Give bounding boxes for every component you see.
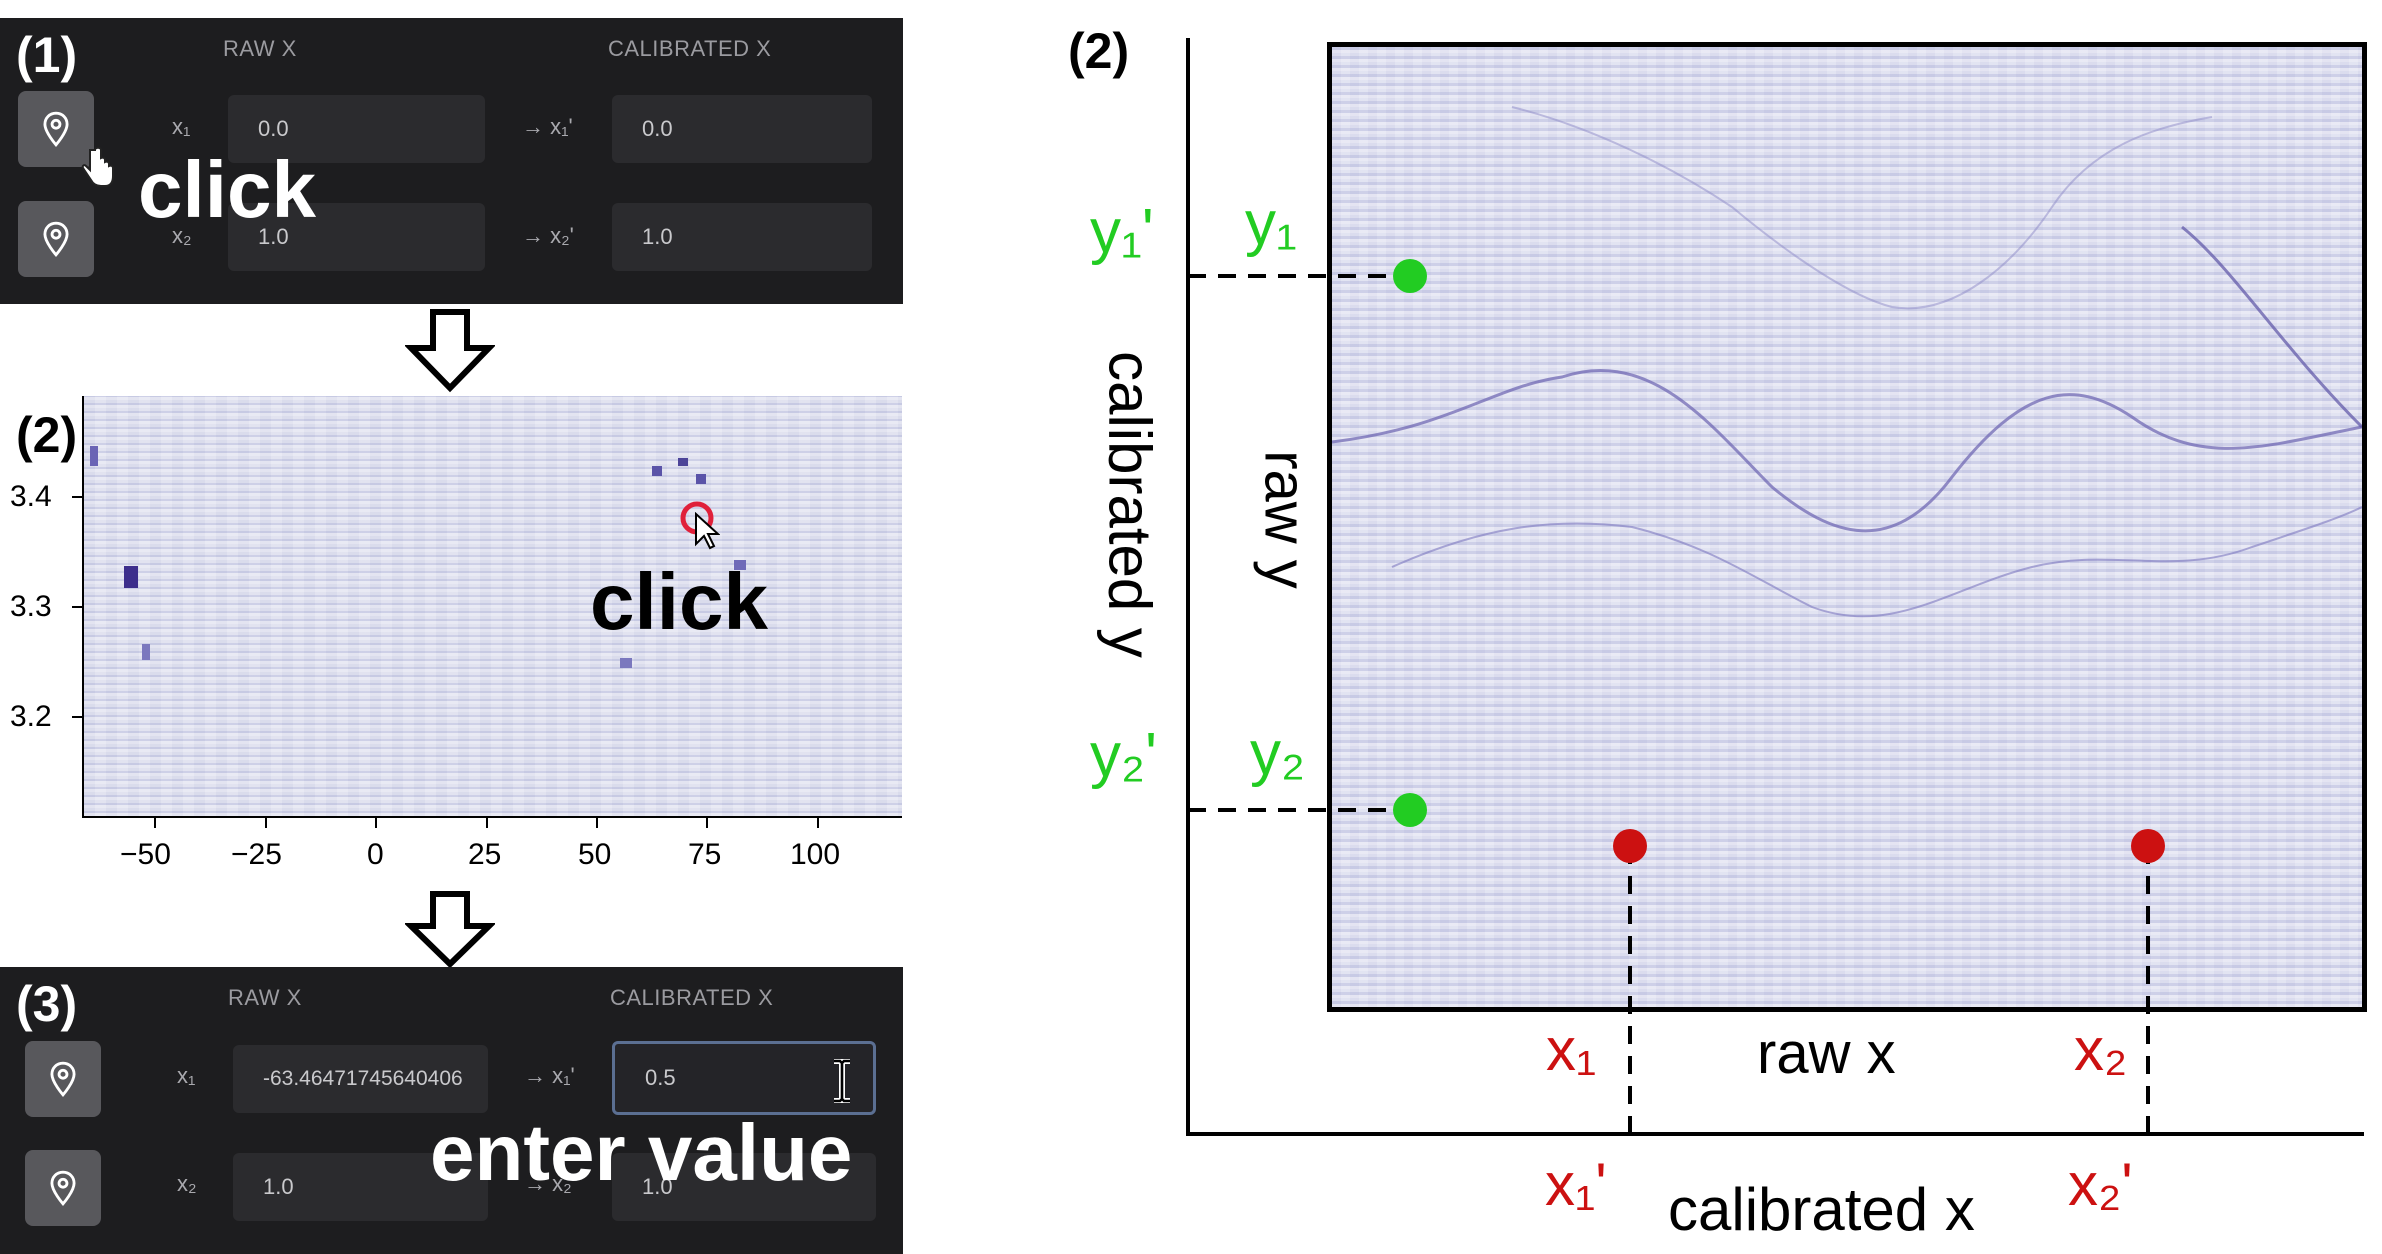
x1-arrow-label: → x₁' bbox=[522, 114, 573, 139]
step-label: (2) bbox=[16, 407, 78, 463]
x-tick-mark bbox=[154, 818, 156, 828]
x-tick-label: 25 bbox=[468, 838, 502, 871]
x-tick-label: 50 bbox=[578, 838, 612, 871]
x2-point bbox=[2131, 829, 2165, 863]
map-pin-icon bbox=[43, 111, 69, 147]
x2-raw-input[interactable]: 1.0 bbox=[233, 1153, 488, 1221]
step-label: (3) bbox=[16, 976, 78, 1032]
x1-label: x₁ bbox=[1546, 1016, 1597, 1083]
x1-calibrated-input[interactable]: 0.0 bbox=[612, 95, 872, 163]
x1-label: x₁ bbox=[177, 1063, 196, 1088]
pick-x2-button[interactable] bbox=[18, 201, 94, 277]
x2-raw-input[interactable]: 1.0 bbox=[228, 203, 485, 271]
x1-point bbox=[1613, 829, 1647, 863]
x-tick-label: 0 bbox=[367, 838, 384, 871]
calibrated-y-label: calibrated y bbox=[1096, 351, 1164, 658]
x1-raw-input[interactable]: 0.0 bbox=[228, 95, 485, 163]
x1-arrow-label: → x₁' bbox=[524, 1063, 575, 1088]
x-tick-mark bbox=[817, 818, 819, 828]
step-label: (2) bbox=[1068, 23, 1130, 79]
heat-mark bbox=[620, 658, 632, 668]
x2-prime-label: x₂' bbox=[2068, 1151, 2133, 1218]
calibrated-y-axis bbox=[1186, 38, 1190, 1136]
x-tick-mark bbox=[486, 818, 488, 828]
heatmap-image bbox=[1327, 42, 2367, 1012]
x2-label: x₂ bbox=[177, 1171, 197, 1196]
heat-mark bbox=[678, 458, 688, 466]
y1-label: y₁ bbox=[1245, 189, 1297, 258]
x1-raw-input[interactable]: -63.46471745640406 bbox=[233, 1045, 488, 1113]
calibration-panel-step1: (1) RAW X CALIBRATED X x₁ 0.0 → x₁' 0.0 … bbox=[0, 18, 903, 304]
heatmap-plot[interactable] bbox=[82, 396, 902, 818]
x1-calibrated-input[interactable]: 0.5 bbox=[612, 1041, 876, 1115]
y-tick-mark bbox=[72, 716, 82, 718]
raw-x-label: raw x bbox=[1757, 1021, 1896, 1086]
y2-label: y₂ bbox=[1250, 719, 1306, 788]
heat-mark bbox=[90, 446, 98, 466]
heatmap-curves bbox=[1332, 106, 2362, 618]
y2-prime-label: y₂' bbox=[1090, 721, 1157, 790]
map-pin-icon bbox=[43, 221, 69, 257]
x-tick-label: −50 bbox=[120, 838, 171, 871]
map-pin-icon bbox=[50, 1170, 76, 1206]
calibrated-x-label: calibrated x bbox=[1668, 1176, 1975, 1243]
hand-cursor-icon bbox=[81, 146, 114, 187]
heat-mark bbox=[142, 644, 150, 660]
x-tick-mark bbox=[265, 818, 267, 828]
x2-calibrated-input[interactable]: 1.0 bbox=[612, 203, 872, 271]
heat-mark bbox=[734, 560, 746, 570]
step-label: (1) bbox=[16, 27, 78, 83]
calibrated-x-axis bbox=[1186, 1132, 2364, 1136]
y2-point bbox=[1393, 793, 1427, 827]
map-pin-icon bbox=[50, 1061, 76, 1097]
x-tick-label: −25 bbox=[231, 838, 282, 871]
x2-arrow-label: → x₂' bbox=[524, 1171, 576, 1196]
pick-x1-button[interactable] bbox=[18, 91, 94, 167]
raw-x-header: RAW X bbox=[228, 985, 302, 1010]
pick-x1-button[interactable] bbox=[25, 1041, 101, 1117]
y-tick-label: 3.3 bbox=[10, 590, 52, 623]
calibration-panel-step3: (3) RAW X CALIBRATED X x₁ -63.4647174564… bbox=[0, 967, 903, 1254]
x-tick-mark bbox=[706, 818, 708, 828]
x-tick-label: 100 bbox=[790, 838, 841, 871]
x2-label: x₂ bbox=[172, 223, 192, 248]
y1-prime-label: y₁' bbox=[1090, 197, 1154, 266]
text-cursor-icon bbox=[834, 1059, 850, 1103]
raw-x-header: RAW X bbox=[223, 36, 297, 61]
y-tick-label: 3.4 bbox=[10, 480, 52, 513]
x-tick-mark bbox=[596, 818, 598, 828]
enter-value-callout: enter value bbox=[430, 1108, 853, 1197]
heat-mark bbox=[696, 474, 706, 484]
y-tick-mark bbox=[72, 606, 82, 608]
pick-x2-button[interactable] bbox=[25, 1150, 101, 1226]
heat-mark bbox=[124, 566, 138, 588]
x1-prime-label: x₁' bbox=[1545, 1151, 1607, 1218]
x-tick-label: 75 bbox=[688, 838, 722, 871]
down-arrow-icon bbox=[405, 309, 495, 393]
heat-mark bbox=[652, 466, 662, 476]
raw-y-label: raw y bbox=[1252, 450, 1318, 589]
y1-point bbox=[1393, 259, 1427, 293]
arrow-cursor-icon bbox=[695, 512, 720, 550]
x2-label: x₂ bbox=[2074, 1016, 2128, 1083]
click-callout: click bbox=[590, 557, 768, 646]
click-callout: click bbox=[138, 145, 316, 234]
x2-calibrated-input[interactable]: 1.0 bbox=[612, 1153, 876, 1221]
calibrated-x-header: CALIBRATED X bbox=[610, 985, 774, 1010]
down-arrow-icon bbox=[405, 891, 495, 969]
y-tick-mark bbox=[72, 496, 82, 498]
x-tick-mark bbox=[375, 818, 377, 828]
x1-label: x₁ bbox=[172, 114, 191, 139]
x2-arrow-label: → x₂' bbox=[522, 223, 574, 248]
y-tick-label: 3.2 bbox=[10, 700, 52, 733]
calibrated-x-header: CALIBRATED X bbox=[608, 36, 772, 61]
